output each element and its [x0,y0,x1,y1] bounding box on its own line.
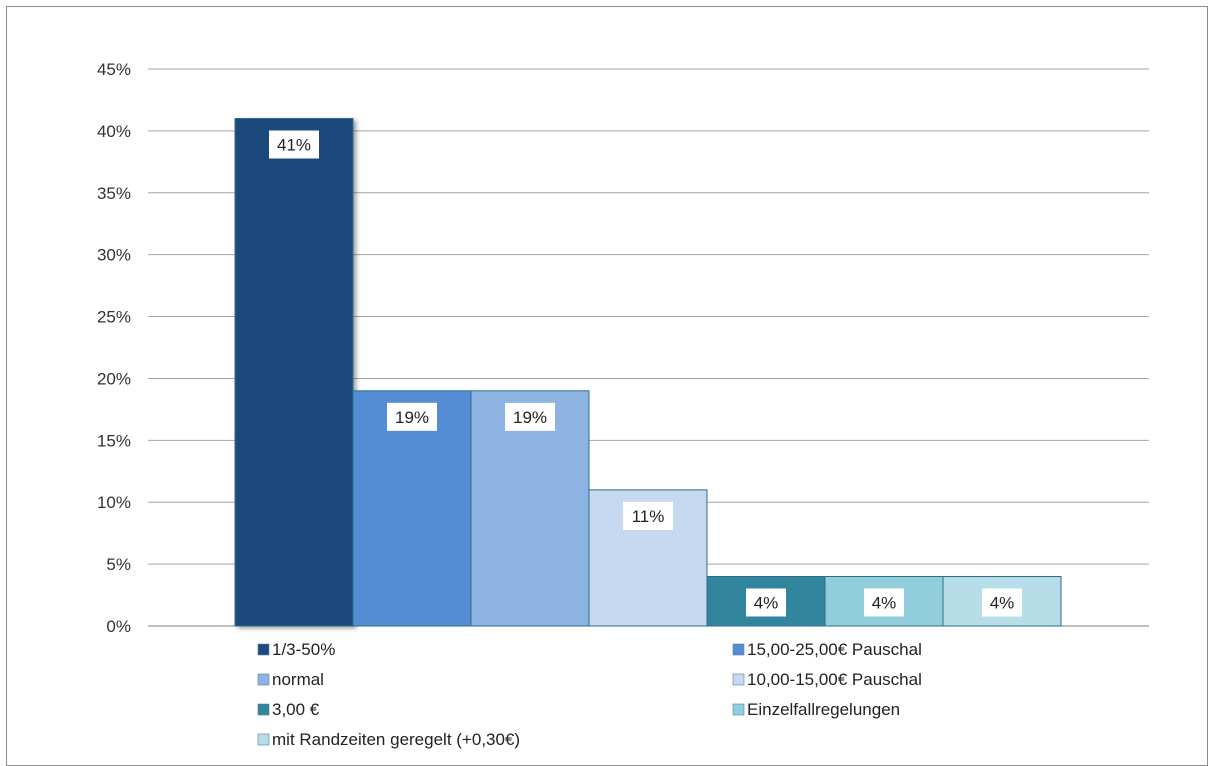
legend-swatch [257,733,270,746]
y-tick-label: 35% [97,184,131,203]
legend-label: normal [272,670,324,689]
data-labels: 41% 19% 19% 11% 4% 4% 4% [269,130,1022,617]
data-label-box [505,402,555,431]
data-label-2: 19% [505,402,555,431]
legend-item-5: Einzelfallregelungen [732,700,900,719]
y-tick-label: 10% [97,493,131,512]
y-tick-label: 45% [97,60,131,79]
data-label-box [864,588,904,617]
y-axis-ticks: 0% 5% 10% 15% 20% 25% 30% 35% 40% 45% [97,60,131,636]
data-label-box [387,402,437,431]
legend-label: mit Randzeiten geregelt (+0,30€) [272,730,520,749]
y-tick-label: 5% [106,555,131,574]
data-label-text: 4% [754,593,779,612]
y-tick-label: 20% [97,369,131,388]
y-tick-label: 15% [97,431,131,450]
bar-chart: 0% 5% 10% 15% 20% 25% 30% 35% 40% 45% 41% 19% 19% 11… [97,60,1149,749]
data-label-box [623,501,673,530]
legend-swatch [732,703,745,716]
legend: 1/3-50% 15,00-25,00€ Pauschal normal 10,00-… [257,640,922,749]
y-tick-label: 25% [97,308,131,327]
chart-frame: 0% 5% 10% 15% 20% 25% 30% 35% 40% 45% 41% 19% 19% 11… [6,6,1208,766]
data-label-text: 19% [513,408,547,427]
legend-label: 1/3-50% [272,640,335,659]
legend-swatch [257,703,270,716]
data-label-3: 11% [623,501,673,530]
bar-0 [234,118,354,627]
legend-item-0: 1/3-50% [257,640,335,659]
legend-label: 15,00-25,00€ Pauschal [747,640,922,659]
legend-swatch [732,673,745,686]
data-label-box [269,130,319,159]
legend-item-4: 3,00 € [257,700,320,719]
data-label-text: 41% [277,136,311,155]
data-label-box [982,588,1022,617]
legend-label: Einzelfallregelungen [747,700,900,719]
data-label-0: 41% [269,130,319,159]
bars [234,118,1062,627]
data-label-text: 19% [395,408,429,427]
data-label-4: 4% [746,588,786,617]
legend-swatch [257,673,270,686]
legend-item-1: 15,00-25,00€ Pauschal [732,640,922,659]
data-label-1: 19% [387,402,437,431]
legend-item-3: 10,00-15,00€ Pauschal [732,670,922,689]
data-label-box [746,588,786,617]
data-label-5: 4% [864,588,904,617]
data-label-6: 4% [982,588,1022,617]
legend-label: 3,00 € [272,700,320,719]
legend-swatch [732,643,745,656]
legend-swatch [257,643,270,656]
y-tick-label: 40% [97,122,131,141]
legend-label: 10,00-15,00€ Pauschal [747,670,922,689]
bar-3 [588,489,708,627]
legend-item-2: normal [257,670,324,689]
y-tick-label: 30% [97,246,131,265]
data-label-text: 4% [990,593,1015,612]
legend-item-6: mit Randzeiten geregelt (+0,30€) [257,730,520,749]
data-label-text: 11% [632,507,665,526]
data-label-text: 4% [872,593,897,612]
y-tick-label: 0% [106,617,131,636]
